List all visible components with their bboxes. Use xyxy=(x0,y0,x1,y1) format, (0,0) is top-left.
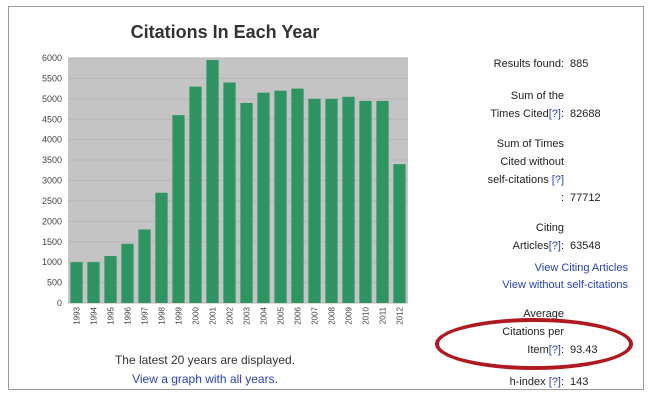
y-tick-label: 3500 xyxy=(42,155,62,165)
x-tick-label: 2009 xyxy=(345,306,354,324)
results-found-row: Results found: 885 xyxy=(494,54,628,74)
bar xyxy=(308,98,321,303)
bar xyxy=(189,86,202,303)
bar xyxy=(257,92,270,303)
sum-cited-wo-value: 77712 xyxy=(570,192,601,204)
citation-stats: Results found: 885 Sum of the Times Cited… xyxy=(418,0,628,396)
sum-cited-label: Sum of the xyxy=(510,90,564,102)
sum-cited-label: Times Cited xyxy=(490,108,549,120)
bar xyxy=(121,243,134,303)
x-tick-label: 2007 xyxy=(311,306,320,324)
sum-cited-wo-label: Cited without xyxy=(500,156,564,168)
bar xyxy=(223,82,236,303)
x-tick-label: 1995 xyxy=(107,306,116,324)
help-link[interactable]: [?] xyxy=(548,240,561,252)
citing-label: Citing xyxy=(535,222,564,234)
view-all-years-link[interactable]: View a graph with all years. xyxy=(132,372,278,386)
sum-cited-wo-label-row: self-citations [?] xyxy=(488,170,628,190)
view-without-self-citations-link[interactable]: View without self-citations xyxy=(502,279,628,291)
bar xyxy=(393,164,406,303)
x-tick-label: 1994 xyxy=(90,306,99,324)
results-found-value: 885 xyxy=(570,58,589,70)
avg-label: Average xyxy=(523,308,564,320)
x-tick-label: 1993 xyxy=(73,306,82,324)
y-tick-label: 1500 xyxy=(42,237,62,247)
citing-label-row: Citing xyxy=(536,218,628,238)
y-tick-label: 1000 xyxy=(42,257,62,267)
bar xyxy=(70,262,83,303)
x-tick-label: 2002 xyxy=(226,306,235,324)
y-tick-label: 3000 xyxy=(42,176,62,186)
bar xyxy=(359,100,372,303)
bar xyxy=(342,96,355,303)
help-link[interactable]: [?] xyxy=(551,174,564,186)
sum-cited-wo-label: self-citations xyxy=(487,174,549,186)
chart-note: The latest 20 years are displayed. xyxy=(114,353,296,367)
x-tick-label: 2001 xyxy=(209,306,218,324)
sum-cited-wo-label: Sum of Times xyxy=(496,138,564,150)
y-tick-label: 4000 xyxy=(42,135,62,145)
sum-cited-row: Times Cited[?]: 82688 xyxy=(490,104,628,124)
avg-label-row: Average xyxy=(523,304,628,324)
x-tick-label: 1999 xyxy=(175,306,184,324)
y-tick-label: 2000 xyxy=(42,216,62,226)
x-tick-label: 1998 xyxy=(158,306,167,324)
hindex-value: 143 xyxy=(570,376,589,388)
bar xyxy=(274,90,287,303)
bar xyxy=(240,102,253,303)
help-link[interactable]: [?] xyxy=(548,376,561,388)
citing-row: Articles[?]: 63548 xyxy=(513,236,628,256)
bar xyxy=(155,192,168,303)
bar xyxy=(172,115,185,304)
sum-cited-wo-label-row: Sum of Times xyxy=(497,134,628,154)
x-tick-label: 2008 xyxy=(328,306,337,324)
bar xyxy=(87,262,100,303)
x-tick-label: 2010 xyxy=(362,306,371,324)
y-tick-label: 2500 xyxy=(42,196,62,206)
y-tick-label: 5500 xyxy=(42,73,62,83)
bar xyxy=(104,256,117,303)
x-tick-label: 2004 xyxy=(260,306,269,324)
chart-title: Citations In Each Year xyxy=(130,22,320,42)
x-tick-label: 1996 xyxy=(124,306,133,324)
bar xyxy=(325,98,338,303)
bar xyxy=(291,88,304,303)
citations-bar-chart: 0 500 1000 1500 2000 2500 3000 3500 4000 4500 5000… xyxy=(42,53,408,325)
x-tick-label: 2012 xyxy=(396,306,405,324)
highlight-oval xyxy=(435,318,633,370)
x-tick-label: 2006 xyxy=(294,306,303,324)
hindex-label: h-index xyxy=(509,376,546,388)
citing-value: 63548 xyxy=(570,240,601,252)
x-tick-label: 2000 xyxy=(192,306,201,324)
x-tick-label: 1997 xyxy=(141,306,150,324)
bar xyxy=(206,60,219,303)
x-tick-label: 2011 xyxy=(379,306,388,324)
hindex-row: h-index [?]: 143 xyxy=(510,372,628,392)
y-tick-label: 6000 xyxy=(42,53,62,63)
sum-cited-wo-row: :77712 xyxy=(561,188,628,208)
citing-label: Articles xyxy=(512,240,549,252)
view-citing-articles-link[interactable]: View Citing Articles xyxy=(534,262,628,274)
y-tick-label: 4500 xyxy=(42,114,62,124)
help-link[interactable]: [?] xyxy=(548,108,561,120)
y-tick-label: 5000 xyxy=(42,94,62,104)
x-tick-label: 2003 xyxy=(243,306,252,324)
x-tick-label: 2005 xyxy=(277,306,286,324)
results-found-label: Results found: xyxy=(493,58,564,70)
bar xyxy=(138,229,151,303)
sum-cited-value: 82688 xyxy=(570,108,601,120)
sum-cited-label-row: Sum of the xyxy=(511,86,628,106)
y-tick-label: 500 xyxy=(47,278,62,288)
y-tick-label: 0 xyxy=(57,298,62,308)
sum-cited-wo-label-row: Cited without xyxy=(500,152,628,172)
bar xyxy=(376,100,389,303)
